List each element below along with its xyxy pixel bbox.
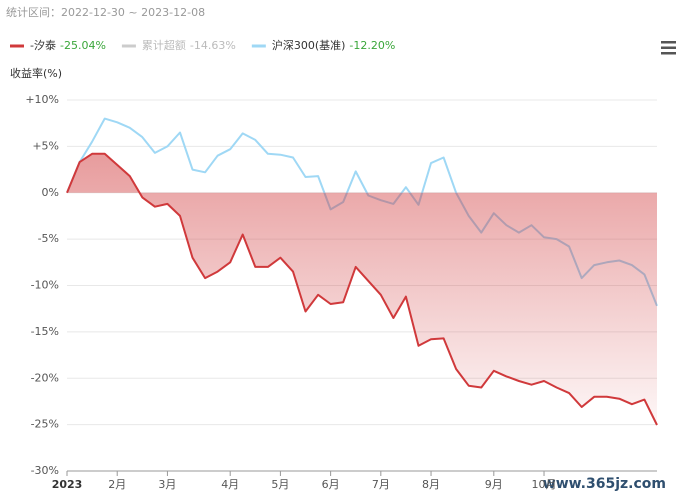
watermark: www.365jz.com <box>543 476 666 492</box>
line <box>66 152 658 426</box>
legend-return: -14.63% <box>190 39 236 52</box>
x-tick-label: 6月 <box>322 478 340 491</box>
x-tick-label: 8月 <box>422 478 440 491</box>
area <box>67 153 657 426</box>
y-tick-label: -20% <box>31 371 59 384</box>
legend-item[interactable]: -汐泰 -25.04% <box>10 38 106 52</box>
x-tick-label: 7月 <box>372 478 390 491</box>
y-axis-label: 收益率(%) <box>10 66 62 80</box>
period-label: 统计区间：2022-12-30 ~ 2023-12-08 <box>6 6 205 19</box>
x-tick-label: 2023 <box>52 478 83 491</box>
legend-label: -汐泰 <box>30 38 56 52</box>
menu-icon[interactable] <box>661 41 676 55</box>
y-tick-label: 0% <box>42 186 59 199</box>
x-tick-label: 10月 <box>532 478 557 491</box>
x-tick-label: 9月 <box>485 478 503 491</box>
legend-return: -12.20% <box>349 39 395 52</box>
x-tick-label: 3月 <box>158 478 176 491</box>
y-tick-label: -30% <box>31 464 59 477</box>
y-tick-label: -5% <box>38 232 59 245</box>
legend-item[interactable]: 累计超额 -14.63% <box>121 38 236 52</box>
y-tick-label: +5% <box>32 139 59 152</box>
legend-label: 累计超额 <box>142 38 186 52</box>
legend-return: -25.04% <box>60 39 106 52</box>
y-tick-label: -15% <box>31 325 59 338</box>
x-tick-label: 5月 <box>271 478 289 491</box>
y-tick-label: +10% <box>25 93 59 106</box>
y-tick-label: -25% <box>31 418 59 431</box>
x-tick-label: 2月 <box>108 478 126 491</box>
legend-label: 沪深300(基准) <box>272 38 346 52</box>
x-tick-label: 4月 <box>221 478 239 491</box>
y-tick-label: -10% <box>31 279 59 292</box>
legend-item[interactable]: 沪深300(基准) -12.20% <box>251 38 396 52</box>
